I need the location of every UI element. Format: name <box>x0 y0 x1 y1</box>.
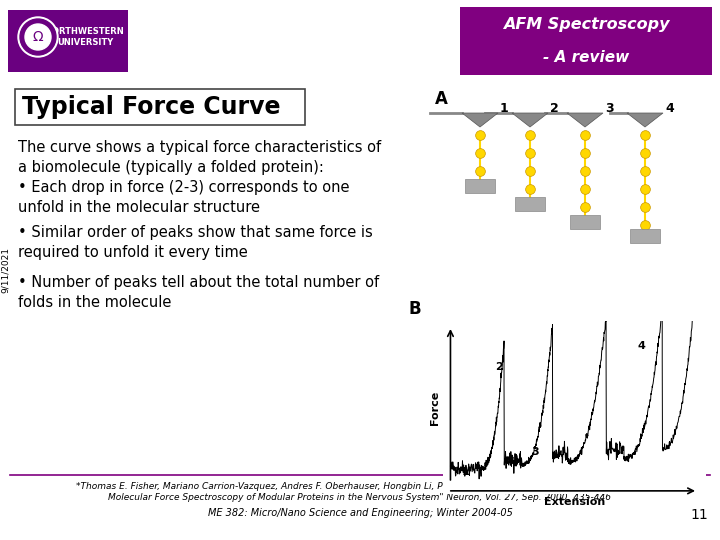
Polygon shape <box>627 113 663 127</box>
Text: 2: 2 <box>550 103 559 116</box>
Bar <box>465 179 495 193</box>
Text: The Forced extension of Modular Proteins
exhibits a Saw-Tooth Pattern*: The Forced extension of Modular Proteins… <box>449 405 680 428</box>
Text: • Each drop in force (2-3) corresponds to one
unfold in the molecular structure: • Each drop in force (2-3) corresponds t… <box>18 180 349 215</box>
Text: 1: 1 <box>462 467 469 477</box>
Text: 4: 4 <box>665 103 674 116</box>
Circle shape <box>20 19 56 55</box>
Text: 3: 3 <box>531 447 539 457</box>
Polygon shape <box>462 113 498 127</box>
Text: Typical Force Curve: Typical Force Curve <box>22 95 281 119</box>
Text: 11: 11 <box>690 508 708 522</box>
Text: AFM Spectroscopy: AFM Spectroscopy <box>503 17 670 32</box>
Bar <box>515 197 545 211</box>
Text: The curve shows a typical force characteristics of
a biomolecule (typically a fo: The curve shows a typical force characte… <box>18 140 381 176</box>
Text: 9/11/2021: 9/11/2021 <box>1 247 9 293</box>
Text: • Number of peaks tell about the total number of
folds in the molecule: • Number of peaks tell about the total n… <box>18 275 379 310</box>
Circle shape <box>25 24 51 50</box>
Polygon shape <box>567 113 603 127</box>
Text: Ω: Ω <box>32 30 43 44</box>
Bar <box>570 215 600 229</box>
Text: NORTHWESTERN
UNIVERSITY: NORTHWESTERN UNIVERSITY <box>45 28 125 46</box>
Bar <box>8 10 128 72</box>
Text: ME 382: Micro/Nano Science and Engineering; Winter 2004-05: ME 382: Micro/Nano Science and Engineeri… <box>207 508 513 518</box>
Y-axis label: Force: Force <box>430 390 440 425</box>
Text: *Thomas E. Fisher, Mariano Carrion-Vazquez, Andres F. Oberhauser, Hongbin Li, Pi: *Thomas E. Fisher, Mariano Carrion-Vazqu… <box>76 482 644 502</box>
Circle shape <box>18 17 58 57</box>
Bar <box>460 7 712 75</box>
Text: B: B <box>409 300 421 318</box>
Text: 1: 1 <box>500 103 509 116</box>
Polygon shape <box>512 113 548 127</box>
Bar <box>630 229 660 243</box>
Text: 2: 2 <box>495 362 503 372</box>
Text: • Similar order of peaks show that same force is
required to unfold it every tim: • Similar order of peaks show that same … <box>18 225 373 260</box>
Text: A: A <box>435 90 448 108</box>
Text: 4: 4 <box>638 341 646 351</box>
Text: 3: 3 <box>605 103 613 116</box>
Text: - A review: - A review <box>543 50 629 64</box>
X-axis label: Extension: Extension <box>544 497 605 507</box>
FancyBboxPatch shape <box>15 89 305 125</box>
